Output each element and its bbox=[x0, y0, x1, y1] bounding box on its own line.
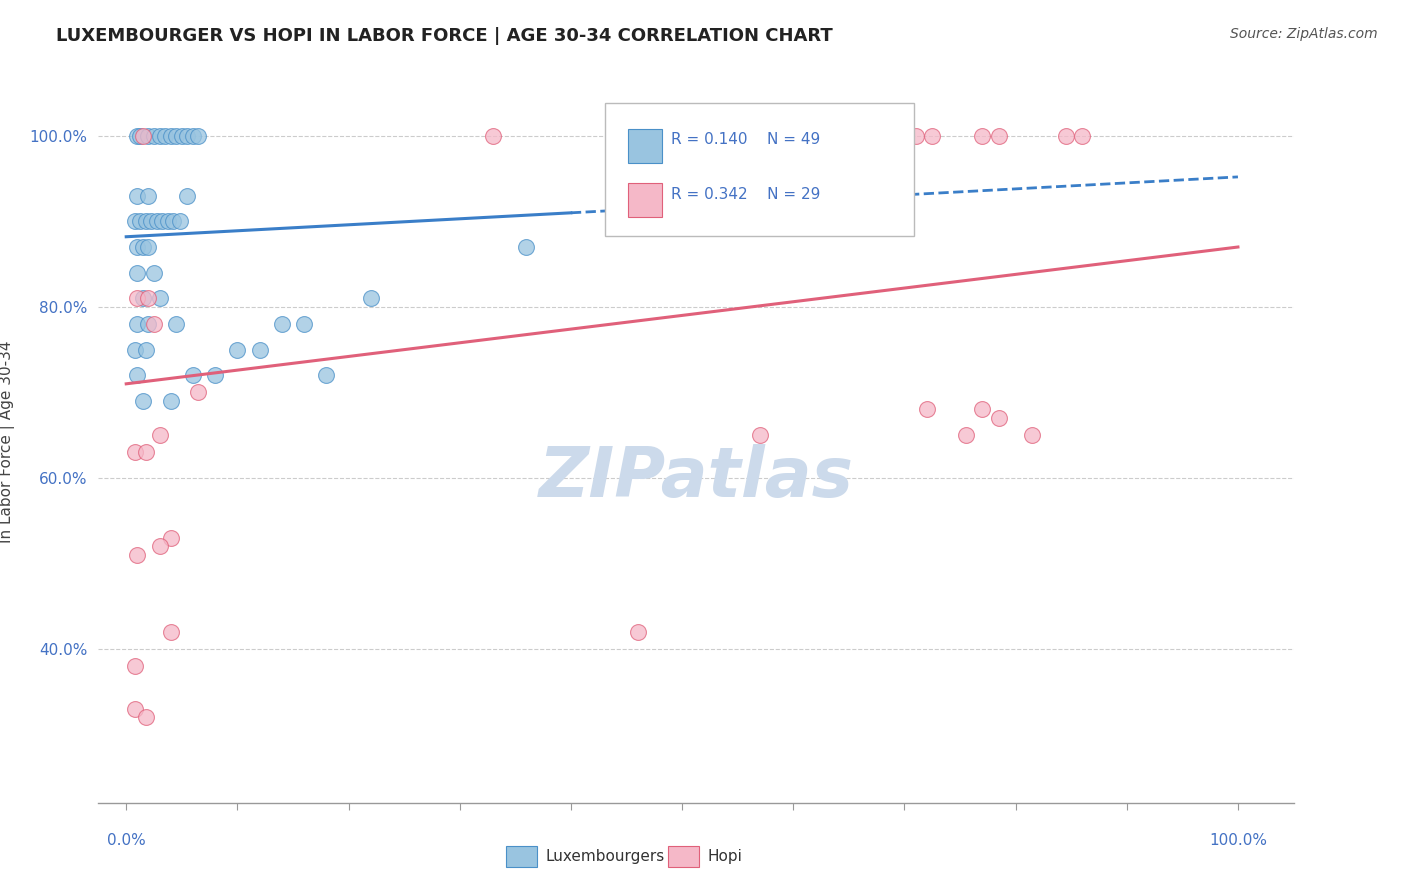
Point bbox=[1054, 128, 1077, 143]
Point bbox=[727, 214, 749, 228]
Y-axis label: In Labor Force | Age 30-34: In Labor Force | Age 30-34 bbox=[0, 340, 15, 543]
Point bbox=[159, 393, 181, 408]
Text: LUXEMBOURGER VS HOPI IN LABOR FORCE | AGE 30-34 CORRELATION CHART: LUXEMBOURGER VS HOPI IN LABOR FORCE | AG… bbox=[56, 27, 832, 45]
Point bbox=[176, 188, 198, 202]
Point bbox=[127, 548, 149, 562]
Point bbox=[150, 214, 173, 228]
Point bbox=[139, 214, 162, 228]
Point bbox=[148, 128, 170, 143]
Point bbox=[153, 128, 176, 143]
Point bbox=[143, 317, 166, 331]
Point bbox=[127, 240, 149, 254]
Point bbox=[124, 343, 146, 357]
Point bbox=[159, 531, 181, 545]
Point bbox=[146, 214, 169, 228]
Point bbox=[124, 445, 146, 459]
Point bbox=[135, 445, 157, 459]
Point bbox=[987, 128, 1010, 143]
Point bbox=[132, 128, 155, 143]
Point bbox=[249, 343, 271, 357]
Point bbox=[169, 214, 191, 228]
Point bbox=[165, 128, 187, 143]
Point bbox=[165, 317, 187, 331]
Point bbox=[482, 128, 505, 143]
Point bbox=[270, 317, 292, 331]
Point bbox=[132, 291, 155, 305]
Point bbox=[915, 402, 938, 417]
Point bbox=[148, 539, 170, 553]
Point bbox=[135, 710, 157, 724]
Text: R = 0.140    N = 49: R = 0.140 N = 49 bbox=[671, 132, 820, 147]
Point bbox=[515, 240, 537, 254]
Point bbox=[148, 291, 170, 305]
Text: Hopi: Hopi bbox=[707, 849, 742, 863]
Point bbox=[124, 659, 146, 673]
Point bbox=[157, 214, 180, 228]
Point bbox=[138, 291, 160, 305]
Point bbox=[132, 393, 155, 408]
Point bbox=[127, 291, 149, 305]
Point bbox=[176, 128, 198, 143]
Point bbox=[143, 128, 166, 143]
Point bbox=[904, 128, 927, 143]
Point bbox=[162, 214, 184, 228]
Text: ZIPatlas: ZIPatlas bbox=[538, 444, 853, 511]
Point bbox=[170, 128, 193, 143]
Point bbox=[127, 188, 149, 202]
Point bbox=[128, 214, 150, 228]
Point bbox=[187, 385, 209, 400]
Point bbox=[204, 368, 226, 383]
Point bbox=[181, 128, 204, 143]
Text: Source: ZipAtlas.com: Source: ZipAtlas.com bbox=[1230, 27, 1378, 41]
Point bbox=[748, 428, 770, 442]
Point bbox=[138, 240, 160, 254]
Text: Luxembourgers: Luxembourgers bbox=[546, 849, 665, 863]
Point bbox=[124, 214, 146, 228]
Point bbox=[132, 240, 155, 254]
Point bbox=[955, 428, 977, 442]
Point bbox=[124, 702, 146, 716]
Point bbox=[1021, 428, 1043, 442]
Point bbox=[135, 214, 157, 228]
Point bbox=[226, 343, 249, 357]
Point bbox=[187, 128, 209, 143]
Point bbox=[360, 291, 382, 305]
Text: R = 0.342    N = 29: R = 0.342 N = 29 bbox=[671, 187, 820, 202]
Point bbox=[143, 266, 166, 280]
Point bbox=[127, 317, 149, 331]
Point bbox=[315, 368, 337, 383]
Point bbox=[138, 128, 160, 143]
Point bbox=[921, 128, 943, 143]
Point bbox=[135, 343, 157, 357]
Point bbox=[181, 368, 204, 383]
Point bbox=[138, 317, 160, 331]
Point bbox=[127, 128, 149, 143]
Point bbox=[138, 188, 160, 202]
Point bbox=[292, 317, 315, 331]
Point bbox=[972, 128, 994, 143]
Point bbox=[127, 266, 149, 280]
Point bbox=[148, 428, 170, 442]
Point bbox=[1071, 128, 1094, 143]
Point bbox=[159, 128, 181, 143]
Point bbox=[987, 411, 1010, 425]
Text: 0.0%: 0.0% bbox=[107, 833, 146, 848]
Point bbox=[972, 402, 994, 417]
Text: 100.0%: 100.0% bbox=[1209, 833, 1267, 848]
Point bbox=[626, 624, 648, 639]
Point bbox=[127, 368, 149, 383]
Point bbox=[159, 624, 181, 639]
Point bbox=[128, 128, 150, 143]
